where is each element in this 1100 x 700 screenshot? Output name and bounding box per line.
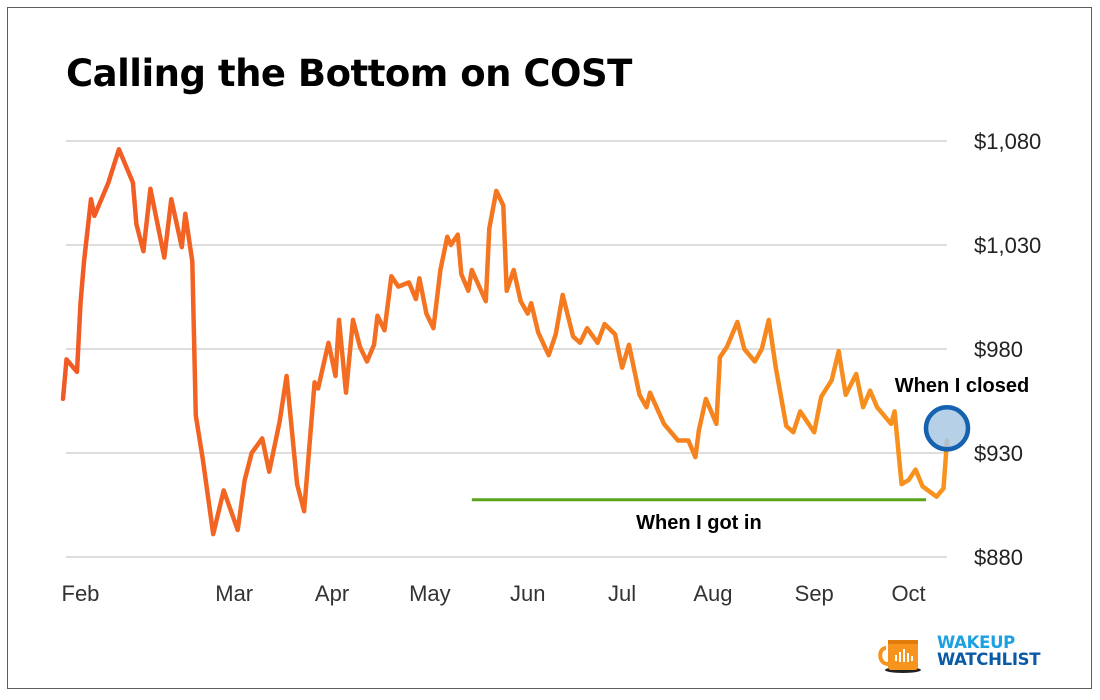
y-tick-label: $930 — [974, 441, 1023, 466]
exit-annotation-label: When I closed — [895, 375, 1029, 397]
y-tick-label: $980 — [974, 337, 1023, 362]
x-tick-label: May — [409, 581, 451, 606]
x-tick-label: Feb — [62, 581, 100, 606]
entry-annotation-label: When I got in — [636, 512, 762, 534]
x-tick-label: Jun — [510, 581, 545, 606]
chart-title: Calling the Bottom on COST — [66, 52, 632, 95]
x-tick-label: Oct — [891, 581, 925, 606]
wakeup-watchlist-logo: WAKEUP WATCHLIST — [876, 634, 1046, 674]
logo-line-1: WAKEUP — [937, 633, 1015, 652]
price-line-cost — [60, 147, 950, 537]
x-tick-label: Apr — [315, 581, 349, 606]
x-tick-label: Sep — [795, 581, 834, 606]
x-tick-label: Jul — [608, 581, 636, 606]
y-tick-label: $1,030 — [974, 233, 1041, 258]
logo-wordmark: WAKEUP WATCHLIST — [937, 633, 1041, 669]
coffee-mug-icon — [878, 640, 921, 673]
y-tick-label: $880 — [974, 545, 1023, 570]
exit-marker — [923, 405, 971, 452]
x-tick-label: Aug — [693, 581, 732, 606]
y-tick-label: $1,080 — [974, 129, 1041, 154]
x-tick-label: Mar — [215, 581, 253, 606]
logo-line-2: WATCHLIST — [937, 650, 1041, 669]
